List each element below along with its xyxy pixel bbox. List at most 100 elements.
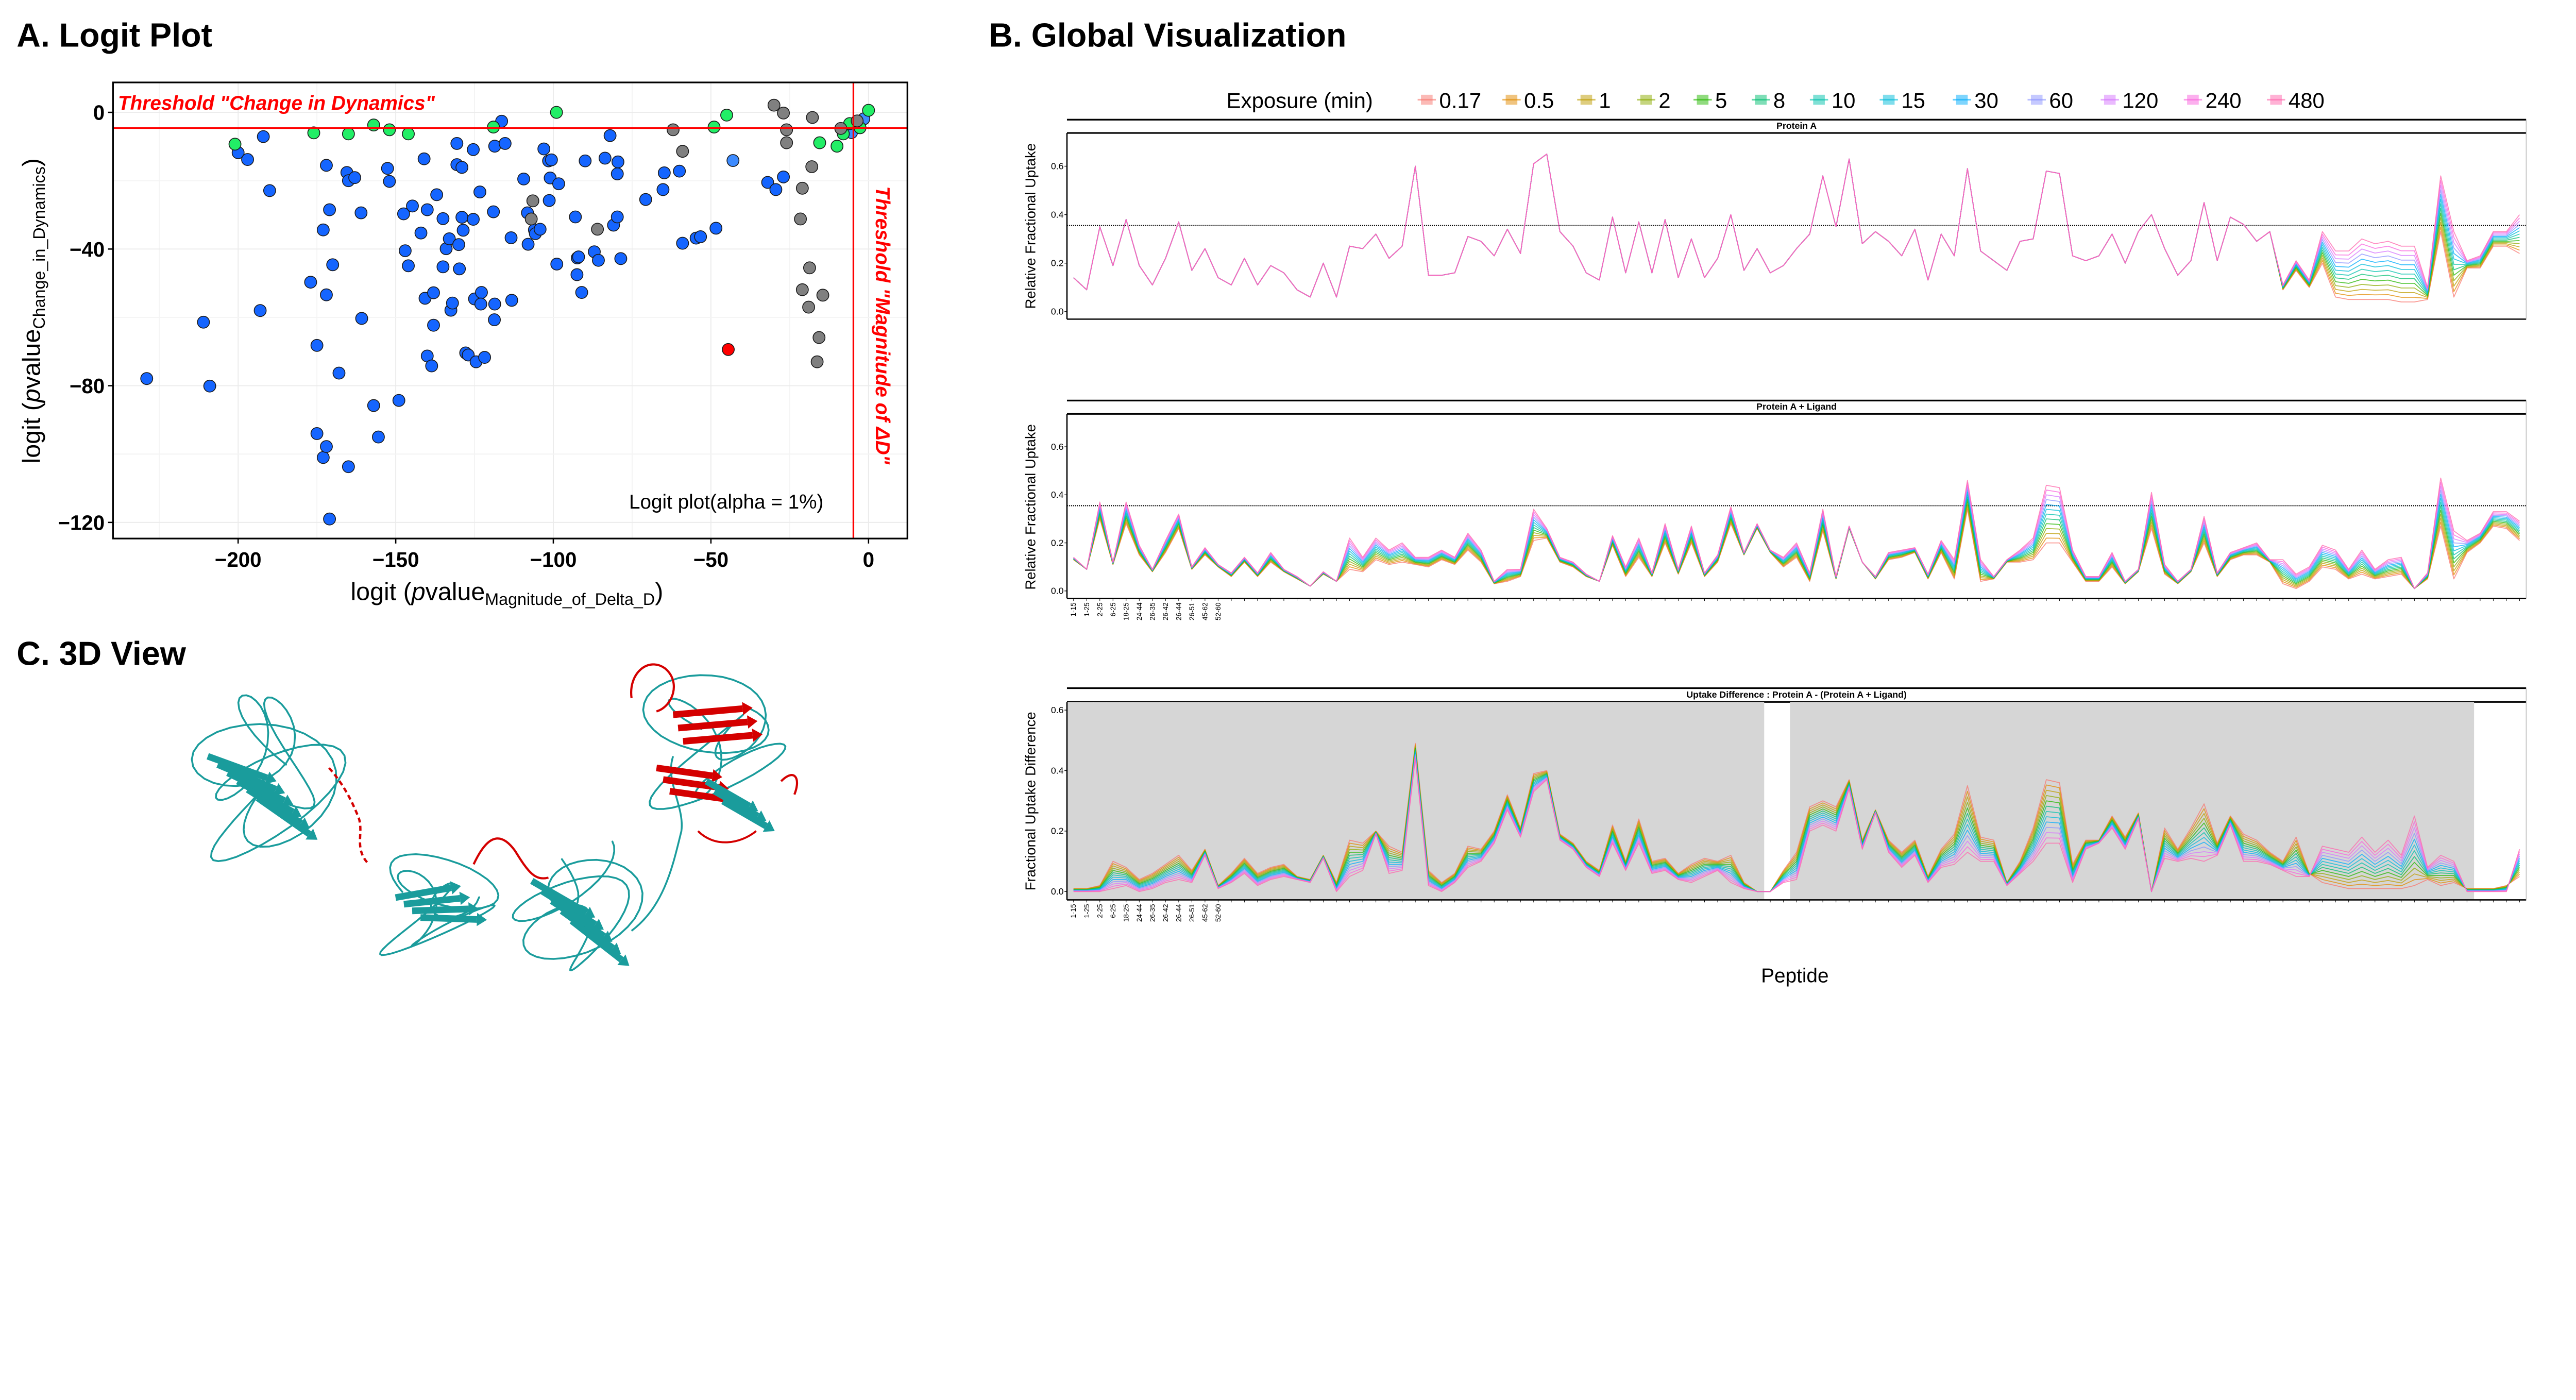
data-point bbox=[326, 258, 340, 272]
peptide-label: 2-25 bbox=[1096, 602, 1104, 616]
data-point bbox=[316, 451, 330, 464]
strip-background bbox=[1066, 688, 2527, 702]
data-point bbox=[257, 130, 270, 143]
data-point bbox=[475, 286, 488, 299]
x-label-italic: p bbox=[411, 578, 426, 606]
significance-shading bbox=[1290, 702, 1304, 900]
legend-item-label: 120 bbox=[2122, 89, 2158, 113]
beta-sheet bbox=[530, 878, 588, 916]
y-tick-label: 0.4 bbox=[1051, 490, 1064, 500]
x-tick-label: −150 bbox=[372, 548, 419, 571]
data-point bbox=[521, 238, 535, 251]
data-point bbox=[569, 210, 582, 224]
data-point bbox=[812, 331, 826, 344]
x-label-subscript: Magnitude_of_Delta_D bbox=[485, 590, 655, 609]
peptide-label: 18-25 bbox=[1122, 602, 1130, 620]
significance-shading bbox=[2131, 702, 2146, 900]
data-point bbox=[427, 318, 440, 332]
legend-item-label: 8 bbox=[1773, 89, 1785, 113]
x-tick-label: 0 bbox=[863, 548, 874, 571]
peptide-label: 52-60 bbox=[1214, 602, 1222, 620]
panel-a-title: A. Logit Plot bbox=[16, 16, 212, 54]
peptide-label: 6-25 bbox=[1109, 904, 1117, 918]
data-point bbox=[533, 223, 547, 236]
data-point bbox=[487, 205, 500, 218]
data-point bbox=[722, 343, 735, 356]
data-point bbox=[474, 297, 487, 311]
data-point bbox=[307, 126, 320, 140]
peptide-label: 24-44 bbox=[1136, 602, 1143, 620]
data-point bbox=[140, 372, 154, 385]
data-point bbox=[397, 207, 410, 221]
changed-beta-sheet bbox=[656, 764, 713, 779]
data-point bbox=[676, 237, 689, 250]
data-point bbox=[323, 512, 336, 526]
y-tick-label: 0.0 bbox=[1051, 586, 1064, 596]
logit-annotation: Logit plot(alpha = 1%) bbox=[629, 491, 823, 513]
peptide-label: 2-25 bbox=[1096, 904, 1104, 918]
series-line-480 bbox=[1073, 758, 2520, 892]
data-point bbox=[488, 313, 501, 327]
beta-sheet bbox=[713, 788, 760, 819]
data-point bbox=[592, 254, 605, 267]
significance-shading bbox=[1251, 702, 1265, 900]
peptide-label: 24-44 bbox=[1136, 904, 1143, 922]
significance-shading bbox=[2395, 702, 2409, 900]
legend-item-label: 15 bbox=[1901, 89, 1925, 113]
data-point bbox=[720, 108, 733, 122]
data-point bbox=[726, 154, 740, 167]
peptide-label: 1-15 bbox=[1070, 904, 1077, 918]
uptake-difference-chart: Uptake Difference : Protein A - (Protein… bbox=[1051, 687, 2527, 922]
significance-shading bbox=[1803, 702, 1817, 900]
data-point bbox=[805, 160, 819, 173]
significance-shading bbox=[2026, 702, 2041, 900]
beta-sheet bbox=[420, 914, 477, 923]
data-point bbox=[543, 194, 556, 207]
legend-item-label: 2 bbox=[1658, 89, 1670, 113]
data-point bbox=[831, 140, 844, 153]
y-label-subscript: Change_in_Dynamics bbox=[30, 166, 48, 329]
changed-region-linker bbox=[328, 767, 370, 866]
data-point bbox=[517, 172, 530, 185]
beta-sheet-arrow bbox=[468, 902, 479, 916]
significance-shading bbox=[1198, 702, 1212, 900]
logit-plot: Threshold "Change in Dynamics" Threshold… bbox=[18, 81, 908, 609]
y-label-suffix: ) bbox=[18, 158, 45, 166]
significance-shading bbox=[2263, 702, 2277, 900]
changed-beta-sheet bbox=[672, 705, 743, 718]
y-label-main: value bbox=[18, 329, 45, 389]
beta-sheet bbox=[540, 888, 597, 927]
y-tick-label: −80 bbox=[70, 374, 105, 398]
protein-3d-structure bbox=[191, 663, 799, 971]
significance-shading bbox=[1093, 702, 1107, 900]
legend-item-label: 480 bbox=[2289, 89, 2325, 113]
y-tick-label: −120 bbox=[58, 511, 105, 534]
data-point bbox=[354, 206, 368, 220]
significance-shading bbox=[2000, 702, 2014, 900]
significance-shading bbox=[1632, 702, 1646, 900]
data-point bbox=[794, 212, 807, 226]
protein-ribbon bbox=[379, 853, 500, 956]
changed-beta-sheet-arrow bbox=[711, 769, 722, 783]
legend-item-label: 0.17 bbox=[1439, 89, 1482, 113]
data-point bbox=[455, 211, 468, 224]
data-point bbox=[417, 152, 431, 165]
x-axis-label-peptide: Peptide bbox=[1761, 965, 1828, 987]
x-tick-label: −100 bbox=[530, 548, 577, 571]
significance-shading bbox=[2105, 702, 2120, 900]
data-point bbox=[263, 184, 276, 197]
beta-sheet bbox=[256, 795, 312, 837]
significance-shading bbox=[1106, 702, 1120, 900]
legend-item-label: 0.5 bbox=[1524, 89, 1554, 113]
data-point bbox=[383, 175, 396, 188]
beta-sheet-arrow bbox=[477, 913, 487, 926]
data-point bbox=[487, 121, 500, 133]
data-point bbox=[575, 286, 588, 299]
data-point bbox=[767, 98, 781, 112]
significance-shading bbox=[2210, 702, 2225, 900]
logit-y-axis-label: logit (pvalueChange_in_Dynamics) bbox=[18, 158, 48, 463]
data-point bbox=[381, 162, 394, 175]
strip-title: Protein A bbox=[1776, 121, 1817, 131]
beta-sheet-arrow bbox=[450, 881, 461, 895]
logit-grid bbox=[113, 82, 908, 539]
